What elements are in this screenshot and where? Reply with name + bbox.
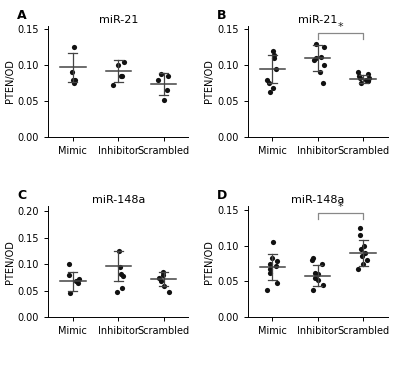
Point	[317, 69, 323, 75]
Point	[310, 255, 316, 261]
Title: miR-21: miR-21	[98, 15, 138, 25]
Point	[363, 77, 370, 83]
Y-axis label: PTEN/OD: PTEN/OD	[204, 59, 214, 103]
Point	[67, 290, 74, 296]
Point	[312, 275, 318, 281]
Point	[320, 44, 327, 50]
Point	[117, 264, 123, 270]
Point	[357, 232, 363, 238]
Point	[155, 275, 162, 280]
Point	[312, 270, 318, 276]
Point	[271, 55, 278, 61]
Text: C: C	[17, 189, 26, 202]
Y-axis label: PTEN/OD: PTEN/OD	[5, 240, 15, 284]
Title: miR-21: miR-21	[298, 15, 338, 25]
Point	[70, 77, 77, 83]
Point	[267, 261, 274, 266]
Point	[160, 269, 166, 275]
Point	[267, 270, 273, 276]
Point	[161, 283, 167, 289]
Point	[69, 69, 75, 75]
Point	[118, 73, 124, 79]
Point	[320, 62, 327, 68]
Point	[121, 59, 127, 65]
Point	[76, 276, 82, 282]
Point	[274, 280, 280, 286]
Point	[360, 261, 366, 266]
Point	[320, 80, 326, 86]
Point	[358, 246, 364, 252]
Point	[269, 255, 275, 261]
Point	[365, 71, 371, 77]
Text: *: *	[338, 22, 343, 32]
Point	[267, 266, 273, 272]
Point	[270, 85, 276, 91]
Point	[120, 273, 127, 279]
Point	[357, 80, 364, 86]
Title: miR-148a: miR-148a	[291, 195, 344, 205]
Point	[72, 77, 79, 83]
Point	[357, 225, 363, 231]
Point	[266, 80, 272, 86]
Point	[354, 266, 361, 272]
Point	[317, 54, 324, 60]
Text: D: D	[216, 189, 227, 202]
Point	[165, 73, 171, 79]
Point	[274, 258, 280, 264]
Text: *: *	[338, 202, 343, 212]
Point	[66, 261, 72, 267]
Point	[355, 69, 361, 75]
Point	[75, 280, 82, 286]
Point	[360, 242, 367, 248]
Point	[110, 82, 116, 88]
Point	[160, 97, 167, 103]
Point	[158, 278, 164, 284]
Text: A: A	[17, 9, 27, 22]
Point	[271, 52, 277, 58]
Point	[264, 287, 270, 293]
Y-axis label: PTEN/OD: PTEN/OD	[5, 59, 15, 103]
Point	[320, 282, 326, 288]
Title: miR-148a: miR-148a	[92, 195, 145, 205]
Point	[116, 248, 123, 254]
Point	[314, 277, 321, 283]
Point	[362, 250, 368, 256]
Point	[118, 73, 125, 79]
Point	[310, 287, 316, 293]
Point	[166, 289, 172, 295]
Point	[70, 80, 77, 86]
Point	[160, 272, 166, 278]
Y-axis label: PTEN/OD: PTEN/OD	[204, 240, 214, 284]
Point	[311, 56, 318, 62]
Point	[264, 77, 270, 83]
Point	[365, 78, 372, 84]
Point	[118, 271, 124, 277]
Point	[319, 261, 325, 266]
Point	[366, 75, 372, 81]
Point	[270, 239, 276, 245]
Point	[267, 89, 273, 95]
Point	[315, 271, 321, 277]
Point	[270, 48, 276, 54]
Point	[356, 75, 363, 80]
Point	[114, 62, 121, 68]
Point	[273, 263, 279, 269]
Point	[114, 289, 120, 295]
Point	[359, 254, 365, 259]
Point	[66, 272, 73, 278]
Point	[364, 257, 370, 263]
Point	[313, 55, 319, 61]
Point	[71, 44, 77, 50]
Text: B: B	[216, 9, 226, 22]
Point	[356, 73, 362, 79]
Point	[119, 285, 126, 291]
Point	[309, 257, 316, 263]
Point	[164, 87, 170, 93]
Point	[158, 71, 164, 77]
Point	[312, 41, 319, 47]
Point	[273, 66, 279, 72]
Point	[154, 77, 161, 83]
Point	[73, 278, 79, 284]
